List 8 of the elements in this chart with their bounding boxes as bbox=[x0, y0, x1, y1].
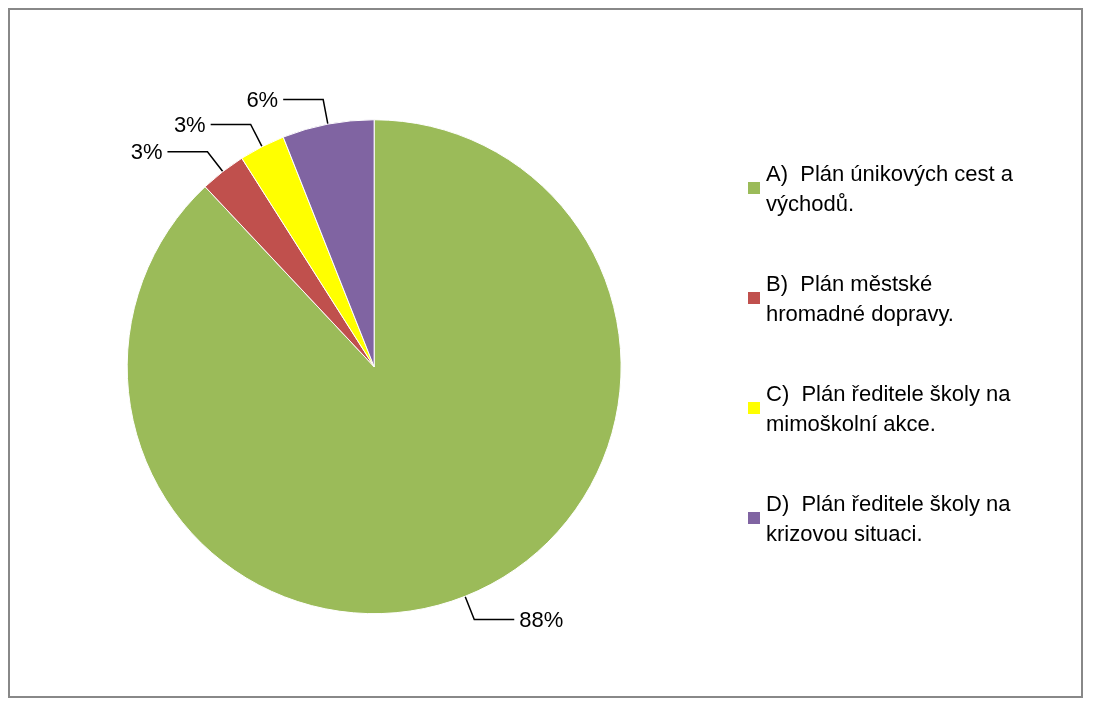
data-label: 3% bbox=[130, 139, 163, 165]
legend-label: C) Plán ředitele školy na mimoškolní akce. bbox=[766, 380, 1017, 436]
legend-label: D) Plán ředitele školy na krizovou situaci. bbox=[766, 490, 1017, 546]
data-label: 3% bbox=[173, 111, 206, 137]
data-label: 88% bbox=[519, 607, 564, 633]
legend-label: B) Plán městské hromadné dopravy. bbox=[766, 270, 954, 326]
legend-label: A) Plán únikových cest a východů. bbox=[766, 160, 1020, 216]
data-label: 6% bbox=[246, 87, 279, 113]
